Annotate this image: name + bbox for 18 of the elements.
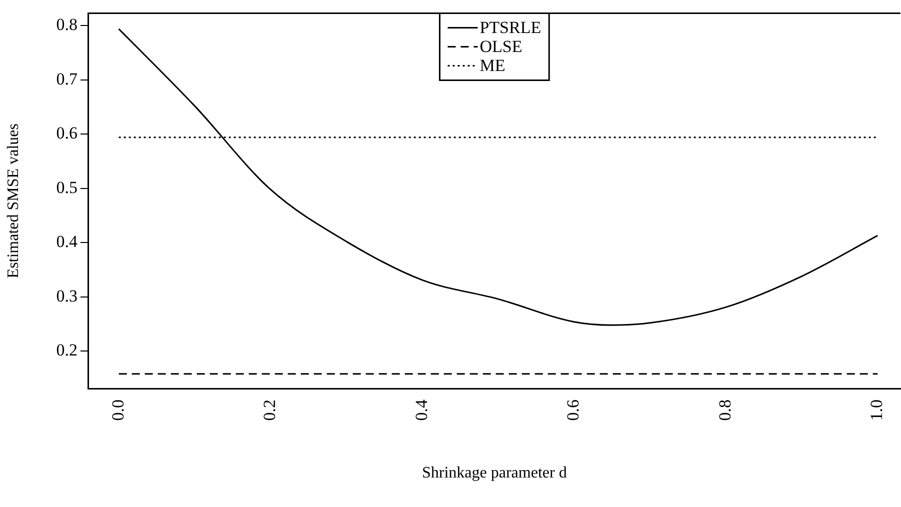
x-tick-label: 1.0: [867, 400, 886, 421]
x-tick-label: 0.2: [260, 400, 280, 421]
y-tick-label: 0.8: [56, 15, 78, 34]
y-tick-label: 0.3: [56, 286, 78, 306]
y-tick-label: 0.4: [56, 232, 78, 252]
y-tick-label: 0.6: [56, 124, 78, 143]
legend-label: OLSE: [480, 37, 522, 56]
y-axis-title: Estimated SMSE values: [4, 124, 22, 278]
x-tick-label: 0.8: [715, 400, 734, 421]
legend-label: PTSRLE: [480, 18, 542, 38]
y-tick-label: 0.5: [56, 178, 78, 197]
x-tick-label: 0.4: [412, 399, 431, 421]
y-tick-label: 0.7: [56, 69, 78, 88]
legend-label: ME: [480, 56, 506, 76]
x-tick-label: 0.6: [564, 400, 583, 421]
x-axis-title: Shrinkage parameter d: [422, 464, 567, 482]
y-tick-label: 0.2: [56, 340, 78, 360]
x-tick-label: 0.0: [108, 400, 128, 421]
